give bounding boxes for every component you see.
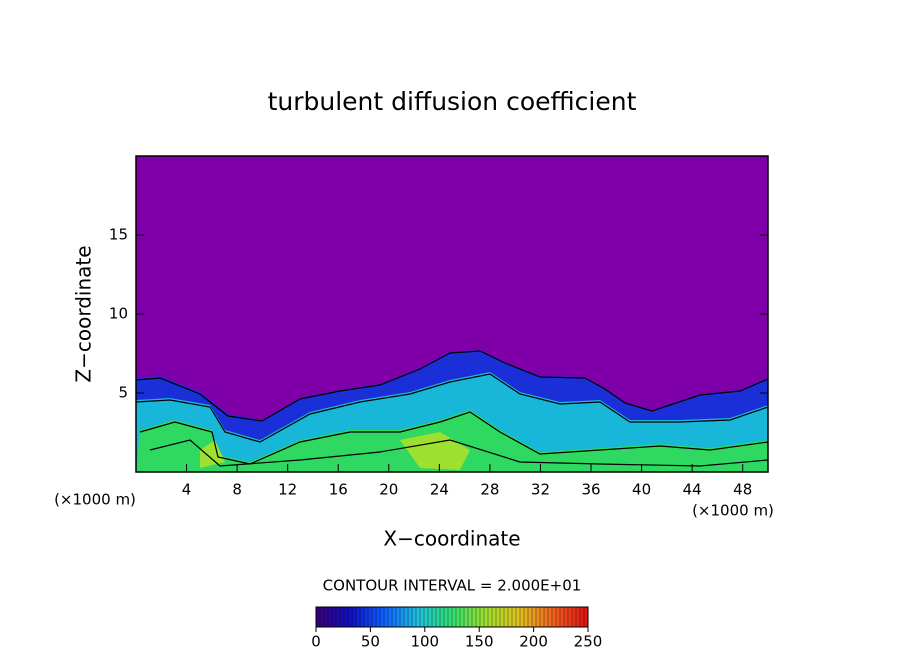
- x-tick-label: 32: [531, 481, 550, 499]
- x-axis-label: X−coordinate: [383, 527, 520, 551]
- x-tick-label: 48: [733, 481, 752, 499]
- x-tick-label: 40: [632, 481, 651, 499]
- x-tick-label: 8: [232, 481, 242, 499]
- x-tick-label: 28: [480, 481, 499, 499]
- x-unit-label: (×1000 m): [54, 491, 136, 509]
- colorbar: [315, 606, 589, 628]
- x-tick-label: 20: [379, 481, 398, 499]
- colorbar-tick-label: 0: [311, 633, 321, 651]
- x-tick-label: 44: [683, 481, 702, 499]
- chart-title: turbulent diffusion coefficient: [268, 87, 637, 116]
- y-tick-label: 10: [109, 305, 128, 323]
- x-tick-label: 16: [329, 481, 348, 499]
- colorbar-tick-label: 100: [410, 633, 439, 651]
- x-tick-label: 12: [278, 481, 297, 499]
- y-tick-label: 15: [109, 226, 128, 244]
- colorbar-tick-label: 150: [465, 633, 494, 651]
- x-tick-label: 36: [581, 481, 600, 499]
- x-tick-label: 4: [182, 481, 192, 499]
- y-tick-label: 5: [118, 384, 128, 402]
- y-axis-label: Z−coordinate: [72, 245, 96, 382]
- contour-interval: CONTOUR INTERVAL = 2.000E+01: [323, 577, 582, 595]
- turbulent-region: [135, 350, 769, 472]
- x-tick-label: 24: [430, 481, 449, 499]
- colorbar-tick-label: 50: [361, 633, 380, 651]
- colorbar-tick-label: 200: [519, 633, 548, 651]
- colorbar-tick-label: 250: [574, 633, 603, 651]
- x-unit-label: (×1000 m): [692, 502, 774, 520]
